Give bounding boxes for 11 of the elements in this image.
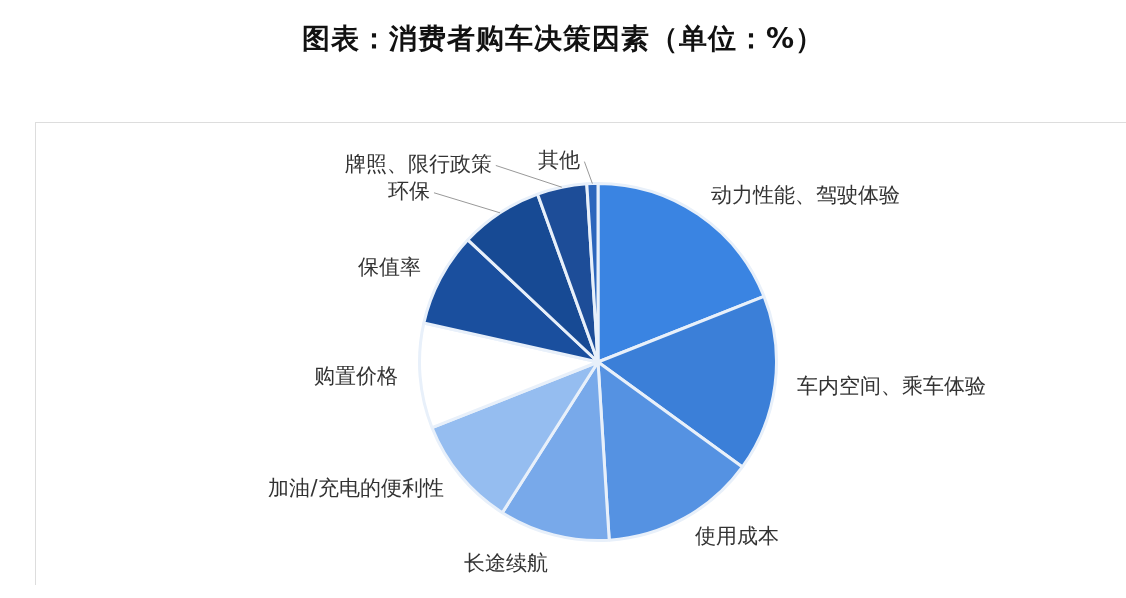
slice-label: 环保	[388, 179, 430, 204]
chart-title: 图表：消费者购车决策因素（单位：%）	[300, 21, 826, 57]
slice-label: 购置价格	[314, 364, 399, 389]
slice-label: 动力性能、驾驶体验	[710, 182, 900, 207]
slice-label: 车内空间、乘车体验	[796, 373, 986, 398]
slice-label: 加油/充电的便利性	[268, 476, 444, 501]
slice-label: 使用成本	[694, 524, 779, 549]
slice-label: 牌照、限行政策	[344, 151, 492, 176]
slice-label: 长途续航	[464, 550, 549, 575]
slice-label: 其他	[538, 148, 581, 173]
slice-label: 保值率	[357, 254, 421, 279]
